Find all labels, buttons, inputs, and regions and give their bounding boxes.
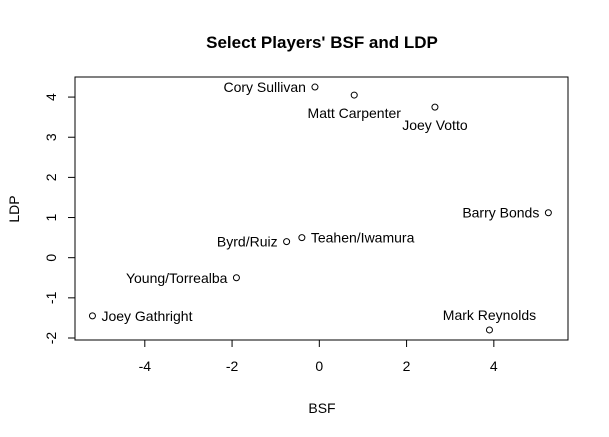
data-point: [298, 234, 306, 242]
point-label: Mark Reynolds: [443, 307, 536, 323]
data-point: [311, 83, 319, 91]
point-label: Barry Bonds: [462, 205, 539, 221]
point-label: Joey Gathright: [101, 308, 192, 324]
y-axis-label: LDP: [6, 195, 22, 222]
point-label: Matt Carpenter: [308, 105, 402, 121]
y-tick-label: -2: [43, 332, 59, 345]
data-point: [283, 238, 291, 246]
point-label: Teahen/Iwamura: [311, 230, 415, 246]
data-point: [544, 209, 552, 217]
data-point: [232, 274, 240, 282]
x-tick-label: -2: [226, 358, 239, 374]
chart-title: Select Players' BSF and LDP: [206, 33, 438, 52]
y-tick-label: 3: [43, 133, 59, 141]
x-tick-label: 2: [403, 358, 411, 374]
point-label: Joey Votto: [402, 117, 468, 133]
x-axis: -4 -2 0 2 4: [139, 339, 498, 374]
y-axis: -2 -1 0 1 2 3 4: [43, 93, 76, 345]
data-point: [431, 103, 439, 111]
x-tick-label: 0: [315, 358, 323, 374]
y-tick-label: 1: [43, 213, 59, 221]
x-tick-label: -4: [139, 358, 152, 374]
data-point: [485, 326, 493, 334]
point-label: Young/Torrealba: [126, 270, 228, 286]
data-point: [350, 91, 358, 99]
x-tick-label: 4: [490, 358, 498, 374]
y-tick-label: 2: [43, 173, 59, 181]
data-point: [88, 312, 96, 320]
point-label: Cory Sullivan: [223, 79, 305, 95]
y-tick-label: 4: [43, 93, 59, 101]
y-tick-label: -1: [43, 291, 59, 304]
y-tick-label: 0: [43, 254, 59, 262]
point-label: Byrd/Ruiz: [217, 234, 278, 250]
x-axis-label: BSF: [308, 400, 335, 416]
